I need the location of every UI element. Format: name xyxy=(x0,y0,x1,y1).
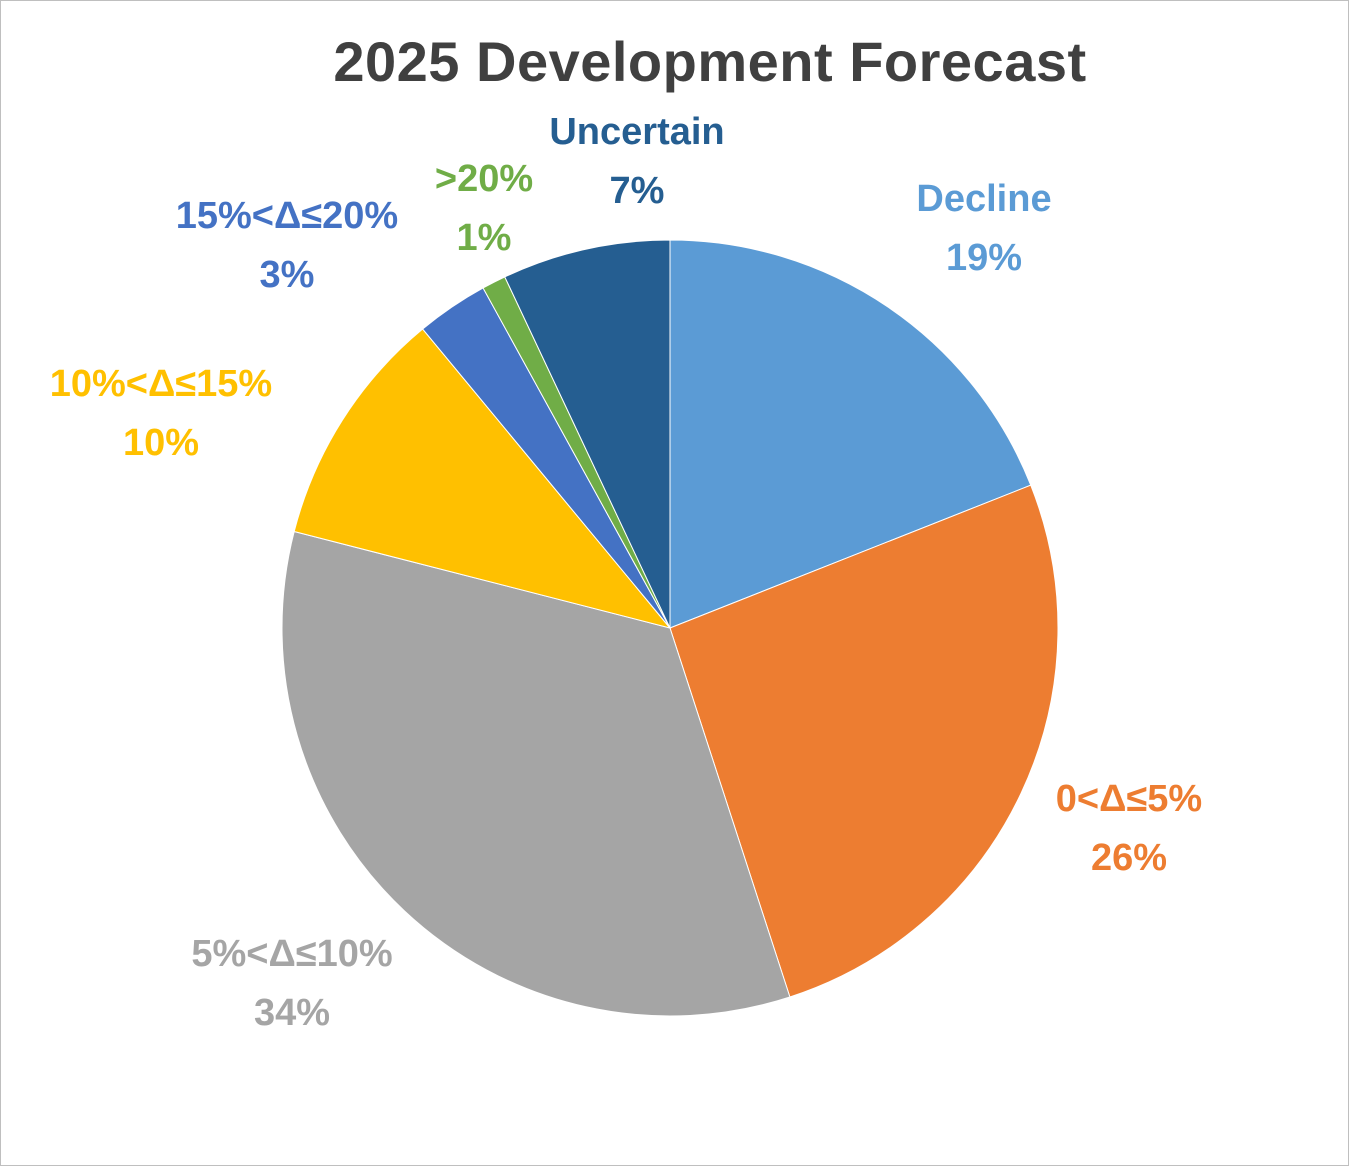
slice-value-label-2: 26% xyxy=(1091,837,1167,879)
pie-slice-3 xyxy=(281,530,791,1017)
pie-labels: Decline 19% 0<Δ≤5% 26% 5%<Δ≤10% 34% 10%<Δ≤15% 1… xyxy=(50,111,1202,1034)
pie-slice-4 xyxy=(293,328,672,629)
slice-value-label-1: 19% xyxy=(946,237,1022,279)
pie-slice-2 xyxy=(669,484,1059,998)
pie-slice-7 xyxy=(504,239,671,629)
slice-label-5: 15%<Δ≤20% xyxy=(176,195,398,237)
pie-slice-1 xyxy=(669,239,1032,629)
slice-label-6: >20% xyxy=(435,158,533,200)
slice-value-label-3: 34% xyxy=(254,992,330,1034)
slice-value-label-5: 3% xyxy=(260,254,315,296)
slice-label-4: 10%<Δ≤15% xyxy=(50,363,272,405)
slice-value-label-4: 10% xyxy=(123,422,199,464)
chart-title: 2025 Development Forecast xyxy=(333,30,1087,93)
slice-label-2: 0<Δ≤5% xyxy=(1056,778,1202,820)
slice-label-3: 5%<Δ≤10% xyxy=(191,933,392,975)
pie-slices xyxy=(281,239,1059,1017)
slice-value-label-6: 1% xyxy=(457,217,512,259)
slice-value-label-7: 7% xyxy=(610,170,665,212)
slice-label-7: Uncertain xyxy=(549,111,724,153)
slice-label-1: Decline xyxy=(916,178,1051,220)
